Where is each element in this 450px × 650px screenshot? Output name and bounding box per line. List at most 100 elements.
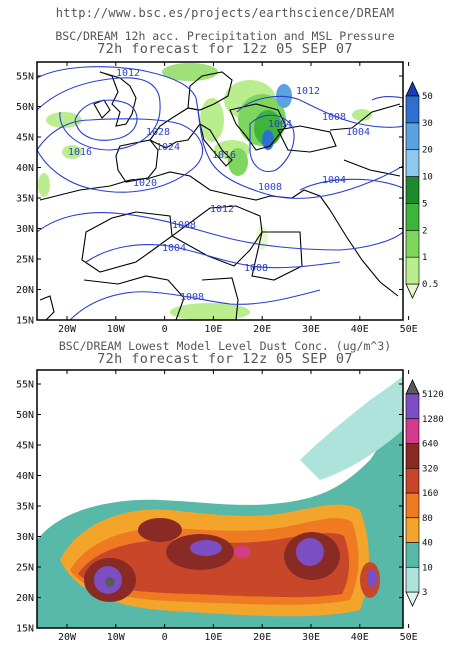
panel1-title: BSC/DREAM 12h acc. Precipitation and MSL… xyxy=(55,29,395,43)
isobar-label: 1008 xyxy=(180,292,204,303)
colorbar-label: 30 xyxy=(422,119,433,129)
colorbar-segment xyxy=(405,517,420,543)
lon-label: 50E xyxy=(400,324,418,335)
caucasus-outline xyxy=(329,103,401,131)
lon-label: 40E xyxy=(351,632,369,643)
colorbar-segment xyxy=(405,149,420,177)
isobar-label: 1016 xyxy=(212,150,236,161)
panel2-subtitle: 72h forecast for 12z 05 SEP 07 xyxy=(97,351,353,367)
lon-label: 0 xyxy=(162,632,168,643)
colorbar-label: 3 xyxy=(422,588,427,598)
colorbar-label: 640 xyxy=(422,440,438,450)
colorbar-label: 50 xyxy=(422,92,433,102)
isobar-label: 1016 xyxy=(68,147,92,158)
lat-label: 30N xyxy=(16,224,34,235)
isobar-1004-low xyxy=(249,114,295,172)
middle-east-border xyxy=(343,159,401,177)
lat-label: 55N xyxy=(16,380,34,391)
colorbar-segment xyxy=(405,393,420,420)
colorbar-label: 10 xyxy=(422,173,433,183)
panel2-colorbar: 3 10 40 80 160 320 640 1280 5120 xyxy=(405,379,444,607)
isobar-label: 1004 xyxy=(268,119,292,130)
west-africa-coast xyxy=(39,295,55,320)
colorbar-label: 40 xyxy=(422,539,433,549)
dust-area-1280 xyxy=(367,569,377,587)
dust-area-1280 xyxy=(234,546,250,558)
italy-outline xyxy=(199,122,233,167)
lon-label: 10W xyxy=(107,324,126,335)
isobar-label: 1028 xyxy=(146,127,170,138)
isobar-1008-south xyxy=(69,289,321,320)
north-africa-coast xyxy=(39,171,331,211)
isobar-label: 1008 xyxy=(244,263,268,274)
dust-shading xyxy=(37,376,403,628)
precip-shading xyxy=(38,63,372,320)
lat-label: 15N xyxy=(16,624,34,635)
colorbar-segment xyxy=(405,542,420,568)
isobar-1024 xyxy=(37,77,161,151)
isobar-1008-north xyxy=(236,95,403,128)
header-url: http://www.bsc.es/projects/earthscience/… xyxy=(55,6,395,20)
lat-label: 50N xyxy=(16,102,34,113)
isobar-label: 1012 xyxy=(296,86,320,97)
lat-label: 15N xyxy=(16,316,34,327)
colorbar-label: 80 xyxy=(422,514,433,524)
colorbar-label: 5 xyxy=(422,199,427,209)
isobar-label: 1008 xyxy=(172,220,196,231)
lat-label: 35N xyxy=(16,194,34,205)
colorbar-label: 320 xyxy=(422,464,438,474)
dust-area-1280 xyxy=(190,540,222,556)
lat-label: 20N xyxy=(16,593,34,604)
lon-label: 0 xyxy=(162,324,168,335)
isobar-label: 1024 xyxy=(156,142,180,153)
colorbar-cap-high xyxy=(405,81,420,97)
precip-area xyxy=(254,110,282,146)
isobar-label: 1020 xyxy=(133,178,157,189)
colorbar-label: 20 xyxy=(422,146,433,156)
lon-label: 20W xyxy=(58,324,77,335)
colorbar-segment xyxy=(405,566,420,593)
central-europe-outline xyxy=(187,71,233,111)
precip-area xyxy=(162,63,218,81)
panel2-title: BSC/DREAM Lowest Model Level Dust Conc. … xyxy=(58,339,392,353)
panel1-coastlines xyxy=(39,71,401,320)
colorbar-segment xyxy=(405,229,420,258)
precip-area xyxy=(170,303,250,320)
lat-label: 45N xyxy=(16,441,34,452)
lat-label: 55N xyxy=(16,72,34,83)
isobars xyxy=(37,66,403,320)
isobar-1004-ne xyxy=(371,96,403,101)
colorbar-cap-low xyxy=(405,591,420,607)
lat-label: 30N xyxy=(16,532,34,543)
colorbar-label: 0.5 xyxy=(422,280,438,290)
balkans-outline xyxy=(229,103,287,151)
isobar-1012-north xyxy=(37,66,197,99)
colorbar-segment xyxy=(405,418,420,444)
isobar-label: 1004 xyxy=(162,243,186,254)
colorbar-label: 10 xyxy=(422,563,433,573)
isobar-1004-south xyxy=(85,244,341,269)
isobar-1016-west xyxy=(37,118,203,193)
panel2-map xyxy=(36,369,404,629)
chad-border xyxy=(201,277,239,320)
precip-area xyxy=(62,145,82,159)
colorbar-label: 5120 xyxy=(422,390,444,400)
colorbar-segment xyxy=(405,95,420,124)
panel1-colorbar: 0.5 1 2 5 10 20 30 50 xyxy=(405,81,438,299)
lat-label: 20N xyxy=(16,285,34,296)
lon-label: 40E xyxy=(351,324,369,335)
lat-label: 40N xyxy=(16,471,34,482)
precip-area xyxy=(200,98,224,142)
colorbar-segment xyxy=(405,176,420,204)
colorbar-label: 2 xyxy=(422,226,427,236)
panel2-axes: 55N 50N 45N 40N 35N 30N 25N 20N 15N 20W 10W 0 10E 20E… xyxy=(16,370,418,643)
dust-area-640 xyxy=(138,518,182,542)
lon-label: 30E xyxy=(302,324,320,335)
dust-area-5120 xyxy=(105,577,115,587)
lat-label: 40N xyxy=(16,163,34,174)
panel1-axes: 55N 50N 45N 40N 35N 30N 25N 20N 15N 20W 10W 0 10E 20E… xyxy=(16,62,418,335)
lat-label: 50N xyxy=(16,410,34,421)
isobar-1008-central xyxy=(37,212,403,251)
lat-label: 35N xyxy=(16,502,34,513)
